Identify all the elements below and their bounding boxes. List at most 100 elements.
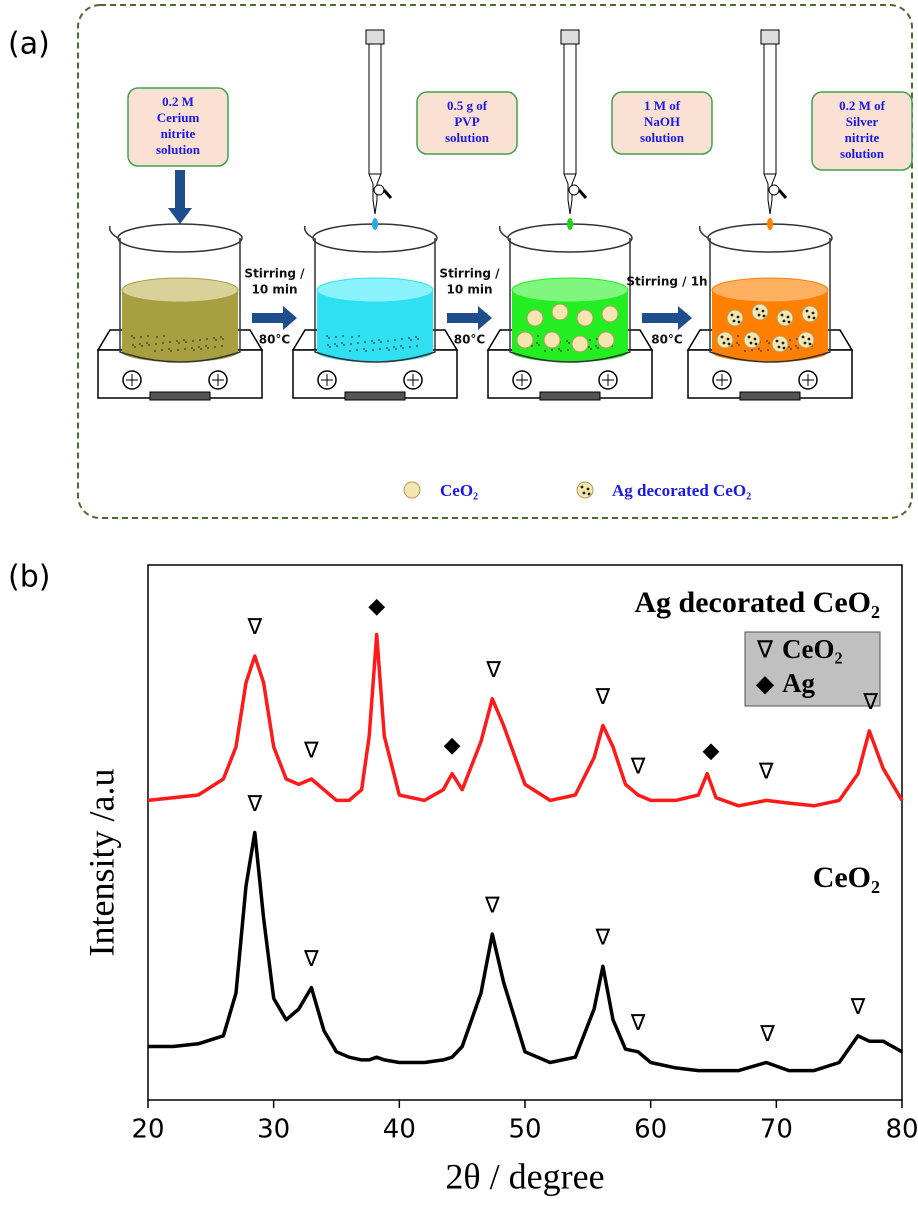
sediment (365, 350, 367, 352)
sediment (334, 343, 336, 345)
arrow-label: Stirring / 1h (626, 275, 707, 289)
reagent-text: PVP (454, 114, 479, 129)
ag-dot (758, 314, 761, 317)
sediment (797, 347, 799, 349)
sediment (170, 350, 172, 352)
ag-dot (776, 340, 779, 343)
arrow-label: Stirring / (439, 267, 500, 281)
sediment (795, 345, 797, 347)
sediment (358, 335, 360, 337)
legend-label: Ag (782, 668, 815, 698)
particle (577, 482, 593, 498)
burette-cap (761, 30, 779, 44)
burette-cap (561, 30, 579, 44)
ag-dot (812, 312, 815, 315)
ag-dot (738, 321, 741, 324)
sediment (595, 345, 597, 347)
sediment (388, 349, 390, 351)
ag-dot (728, 343, 731, 346)
arrow-label: 10 min (251, 283, 297, 297)
peak-marker: ◆ (703, 737, 720, 762)
sediment (737, 335, 739, 337)
sediment (410, 339, 412, 341)
reagent-text: solution (156, 142, 201, 157)
sediment (373, 342, 375, 344)
sediment (155, 343, 157, 345)
x-tick-label: 30 (257, 1115, 290, 1145)
sediment (364, 341, 366, 343)
sediment (551, 349, 553, 351)
sediment (394, 339, 396, 341)
peak-marker: ◆ (368, 593, 385, 618)
beaker-spout (305, 226, 313, 238)
peak-marker: ∇ (246, 614, 262, 639)
sediment (401, 338, 403, 340)
sediment (162, 342, 164, 344)
burette-tip (768, 200, 772, 214)
sediment (221, 345, 223, 347)
particle (517, 332, 533, 348)
arrow-temp: 80°C (259, 333, 291, 347)
sediment (154, 350, 156, 352)
sediment (177, 349, 179, 351)
sediment (379, 348, 381, 350)
sediment (192, 340, 194, 342)
sediment (133, 337, 135, 339)
sediment (343, 344, 345, 346)
sediment (156, 336, 158, 338)
sediment (351, 336, 353, 338)
liquid-surface (317, 278, 433, 302)
liquid-surface (122, 278, 238, 302)
stirrer-slot (740, 392, 800, 400)
ag-dot (583, 492, 586, 495)
ag-dot (731, 314, 734, 317)
arrow-label: Stirring / (244, 267, 305, 281)
sediment (589, 339, 591, 341)
legend-label: Ag decorated CeO₂ (612, 481, 751, 500)
droplet (567, 218, 573, 230)
ag-dot (783, 320, 786, 323)
ag-dot (787, 316, 790, 319)
sediment (327, 344, 329, 346)
ag-dot (750, 342, 753, 345)
ag-dot (806, 310, 809, 313)
ag-dot (802, 336, 805, 339)
sediment (588, 346, 590, 348)
reagent-text: 0.5 g of (447, 98, 488, 113)
ag-dot (782, 342, 785, 345)
sediment (335, 336, 337, 338)
sediment (538, 344, 540, 346)
droplet (372, 218, 378, 230)
sediment (408, 337, 410, 339)
reagent-text: solution (445, 130, 490, 145)
burette-tube (369, 44, 381, 174)
sediment (191, 347, 193, 349)
arrow-head (478, 306, 492, 330)
ag-dot (788, 321, 791, 324)
peak-marker: ∇ (850, 994, 866, 1019)
peak-marker: ∇ (630, 753, 646, 778)
sediment (387, 340, 389, 342)
peak-marker: ∇ (862, 689, 878, 714)
sediment (349, 350, 351, 352)
reagent-text: Silver (846, 114, 879, 129)
sediment (336, 345, 338, 347)
ag-dot (808, 338, 811, 341)
sediment (393, 346, 395, 348)
burette-tip (373, 200, 377, 214)
sediment (788, 346, 790, 348)
sediment (205, 345, 207, 347)
peak-marker: ∇ (484, 892, 500, 917)
sediment (206, 338, 208, 340)
series-label: Ag decorated CeO₂ (634, 586, 880, 619)
ag-dot (721, 336, 724, 339)
sediment (766, 340, 768, 342)
sediment (537, 335, 539, 337)
burette-tube (764, 44, 776, 174)
arrow-shaft (447, 313, 478, 323)
sediment (590, 348, 592, 350)
particle (577, 310, 593, 326)
sediment (161, 349, 163, 351)
reagent-text: 1 M of (644, 98, 681, 113)
scheme-frame (78, 5, 912, 518)
